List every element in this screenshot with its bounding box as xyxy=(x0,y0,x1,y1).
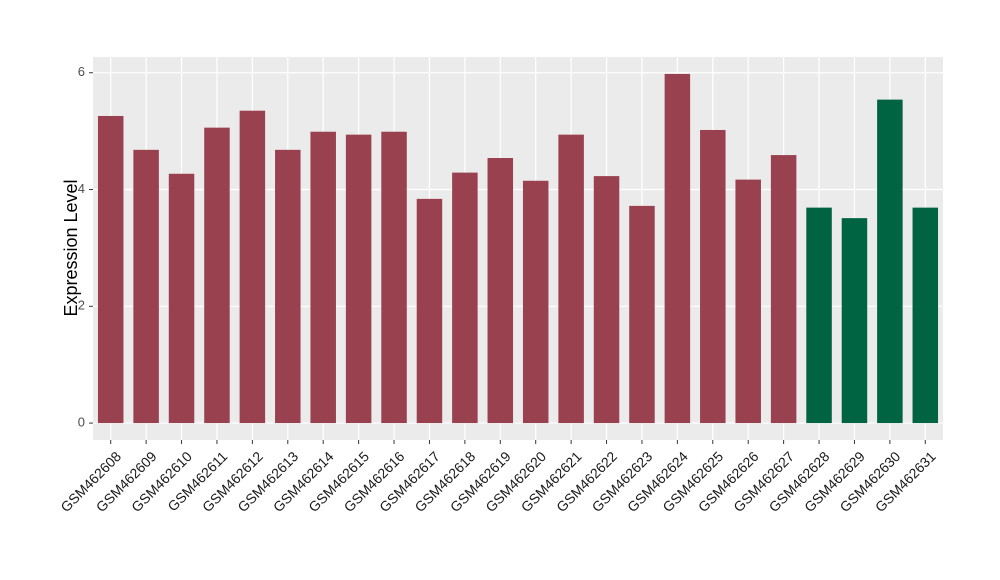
bar xyxy=(841,218,868,424)
bar xyxy=(452,172,478,424)
bar xyxy=(700,129,726,424)
bar xyxy=(912,207,939,424)
bar xyxy=(629,205,655,424)
bar xyxy=(275,149,301,424)
bar xyxy=(735,179,761,424)
bar xyxy=(522,180,549,424)
y-tick-label: 6 xyxy=(78,64,85,79)
bar xyxy=(770,155,797,424)
bar xyxy=(310,131,336,424)
bar xyxy=(806,207,832,424)
bar xyxy=(133,149,159,424)
bar xyxy=(664,73,691,424)
panel xyxy=(93,57,943,440)
bar xyxy=(345,134,372,424)
bar xyxy=(204,127,230,424)
bar xyxy=(168,173,195,424)
y-tick-label: 4 xyxy=(78,181,85,196)
bar xyxy=(877,99,903,424)
bar xyxy=(487,158,514,424)
bar xyxy=(416,198,443,424)
y-tick-label: 2 xyxy=(78,298,85,313)
bar xyxy=(381,131,407,424)
bar xyxy=(239,110,266,424)
bar xyxy=(97,115,124,424)
bar xyxy=(558,134,584,424)
y-axis-title: Expression Level xyxy=(61,179,81,316)
bar xyxy=(593,176,620,424)
y-tick-label: 0 xyxy=(78,415,85,430)
